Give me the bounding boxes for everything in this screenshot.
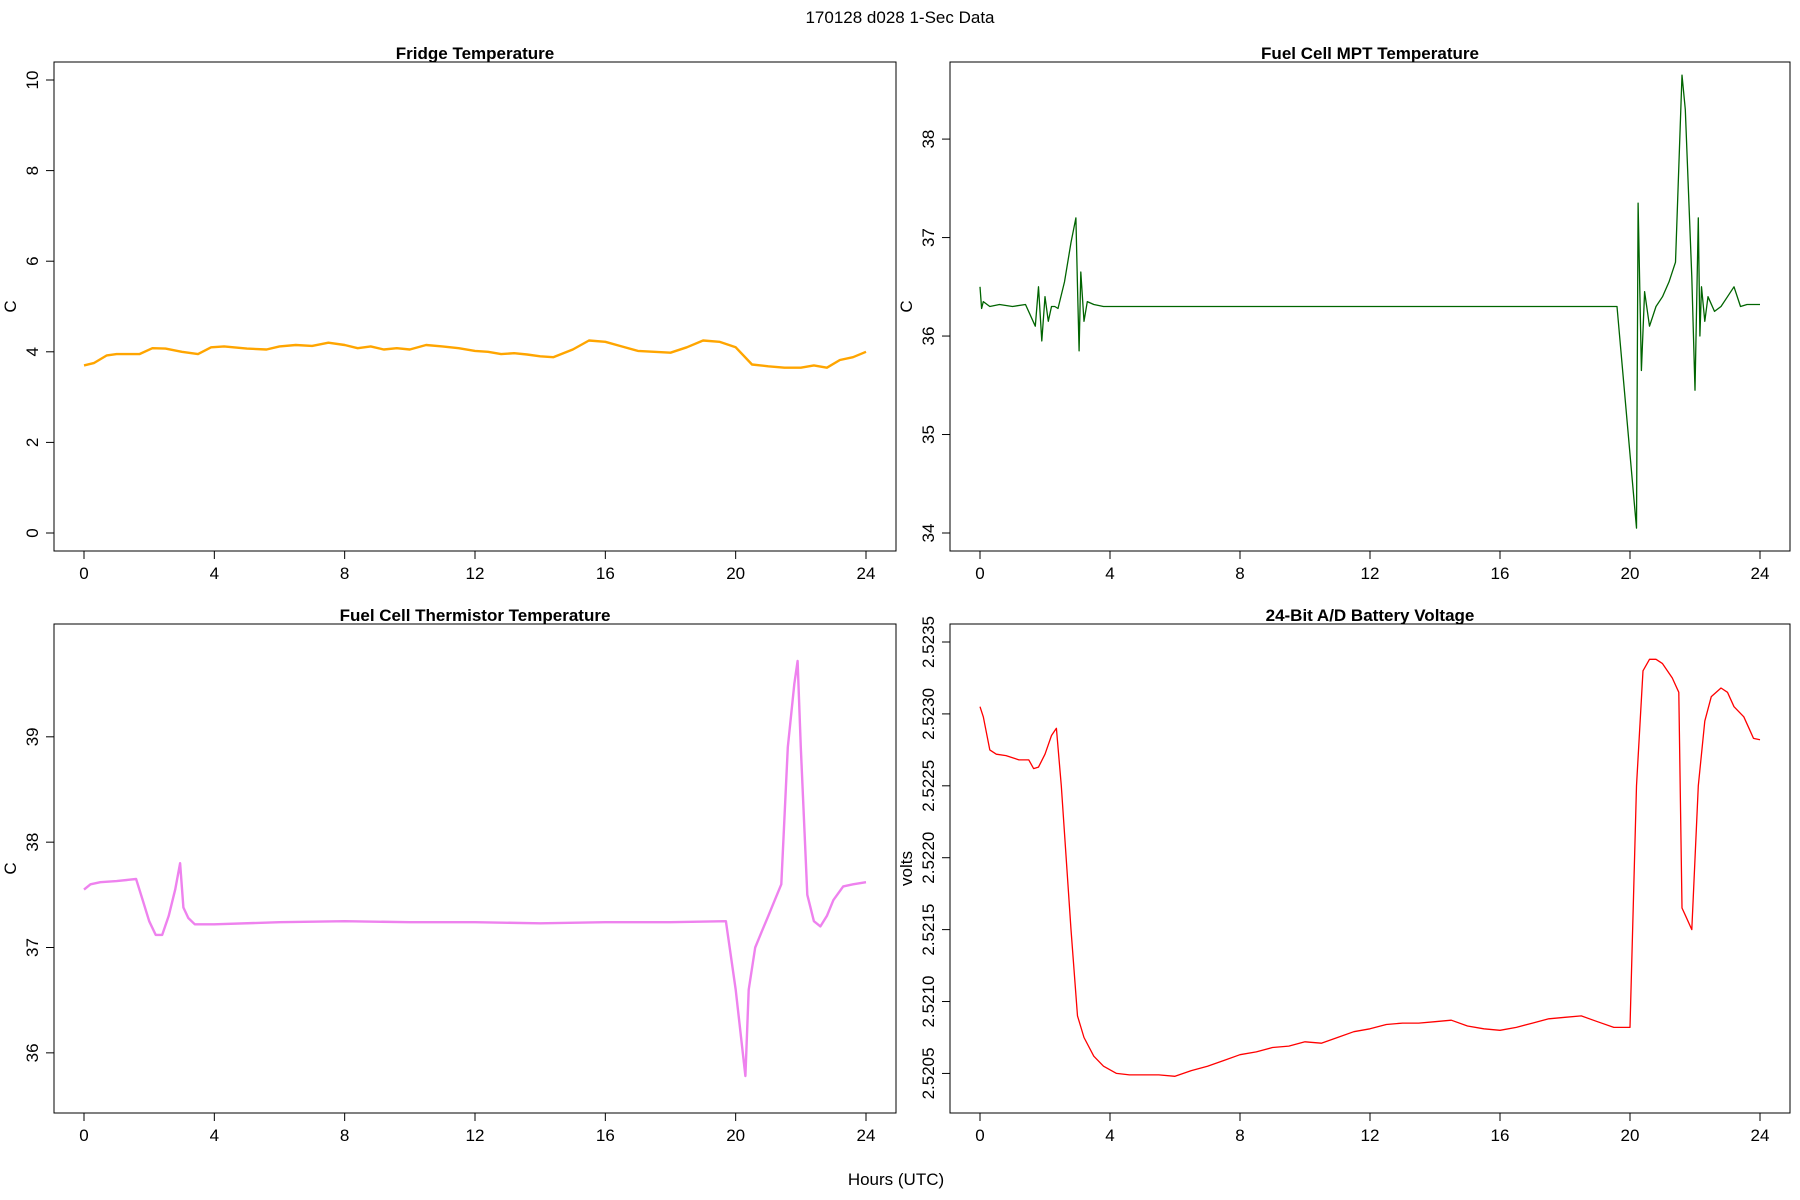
chart-title-fridge: Fridge Temperature [396, 44, 554, 63]
series-line-battery [979, 658, 1761, 1077]
y-tick-label: 2.5235 [919, 616, 938, 668]
x-tick-label: 20 [1621, 564, 1640, 583]
y-tick-label: 2.5225 [919, 760, 938, 812]
y-tick-label: 6 [23, 256, 42, 265]
y-tick-label: 8 [23, 166, 42, 175]
figure-suptitle: 170128 d028 1-Sec Data [805, 8, 995, 27]
panel-battery: 24-Bit A/D Battery Voltage volts 0 4 8 12 16 20… [897, 606, 1791, 1145]
y-tick-label: 38 [23, 833, 42, 852]
y-tick-label: 10 [23, 71, 42, 90]
plot-frame-battery [949, 623, 1791, 1114]
chart-title-thermistor: Fuel Cell Thermistor Temperature [340, 606, 611, 625]
x-tick-label: 4 [1105, 1126, 1114, 1145]
x-tick-label: 0 [975, 1126, 984, 1145]
panel-thermistor: Fuel Cell Thermistor Temperature C 0 4 8 12 16… [1, 606, 897, 1145]
x-tick-label: 20 [726, 564, 745, 583]
series-line-thermistor [83, 659, 867, 1078]
x-tick-label: 12 [466, 1126, 485, 1145]
y-tick-label: 35 [919, 425, 938, 444]
x-tick-label: 4 [210, 564, 219, 583]
y-axis-label-mpt: C [897, 300, 916, 312]
y-tick-label: 0 [23, 528, 42, 537]
y-tick-label: 2.5220 [919, 832, 938, 884]
x-tick-label: 8 [1235, 1126, 1244, 1145]
y-tick-label: 4 [23, 347, 42, 356]
x-tick-label: 0 [975, 564, 984, 583]
y-tick-label: 2.5230 [919, 688, 938, 740]
y-tick-label: 2.5210 [919, 976, 938, 1028]
panel-mpt: Fuel Cell MPT Temperature C 0 4 8 12 16 20 24 34 3… [897, 44, 1791, 583]
x-tick-label: 24 [857, 1126, 876, 1145]
x-tick-label: 8 [340, 564, 349, 583]
chart-title-battery: 24-Bit A/D Battery Voltage [1266, 606, 1475, 625]
y-tick-label: 36 [23, 1043, 42, 1062]
y-tick-label: 38 [919, 130, 938, 149]
x-tick-label: 16 [596, 1126, 615, 1145]
x-tick-label: 24 [1751, 1126, 1770, 1145]
y-tick-label: 2.5215 [919, 904, 938, 956]
y-axis-label-fridge: C [1, 300, 20, 312]
y-axis-label-battery: volts [897, 851, 916, 886]
chart-title-mpt: Fuel Cell MPT Temperature [1261, 44, 1479, 63]
plot-frame-fridge [53, 61, 897, 552]
x-tick-label: 24 [1751, 564, 1770, 583]
x-tick-label: 16 [1491, 1126, 1510, 1145]
x-tick-label: 12 [1361, 564, 1380, 583]
y-tick-label: 37 [23, 938, 42, 957]
series-line-mpt [979, 74, 1760, 529]
figure-xlabel: Hours (UTC) [848, 1170, 944, 1189]
series-line-fridge [83, 339, 867, 369]
x-tick-label: 16 [596, 564, 615, 583]
x-tick-label: 4 [210, 1126, 219, 1145]
y-tick-label: 34 [919, 524, 938, 543]
x-tick-label: 4 [1105, 564, 1114, 583]
y-tick-label: 37 [919, 228, 938, 247]
x-tick-label: 24 [857, 564, 876, 583]
x-tick-label: 12 [1361, 1126, 1380, 1145]
y-tick-label: 39 [23, 727, 42, 746]
x-tick-label: 8 [340, 1126, 349, 1145]
x-tick-label: 0 [79, 1126, 88, 1145]
x-tick-label: 16 [1491, 564, 1510, 583]
y-axis-label-thermistor: C [1, 862, 20, 874]
x-tick-label: 20 [726, 1126, 745, 1145]
y-tick-label: 36 [919, 327, 938, 346]
x-tick-label: 20 [1621, 1126, 1640, 1145]
y-tick-label: 2 [23, 438, 42, 447]
x-tick-label: 0 [79, 564, 88, 583]
x-tick-label: 12 [466, 564, 485, 583]
x-tick-label: 8 [1235, 564, 1244, 583]
y-tick-label: 2.5205 [919, 1047, 938, 1099]
